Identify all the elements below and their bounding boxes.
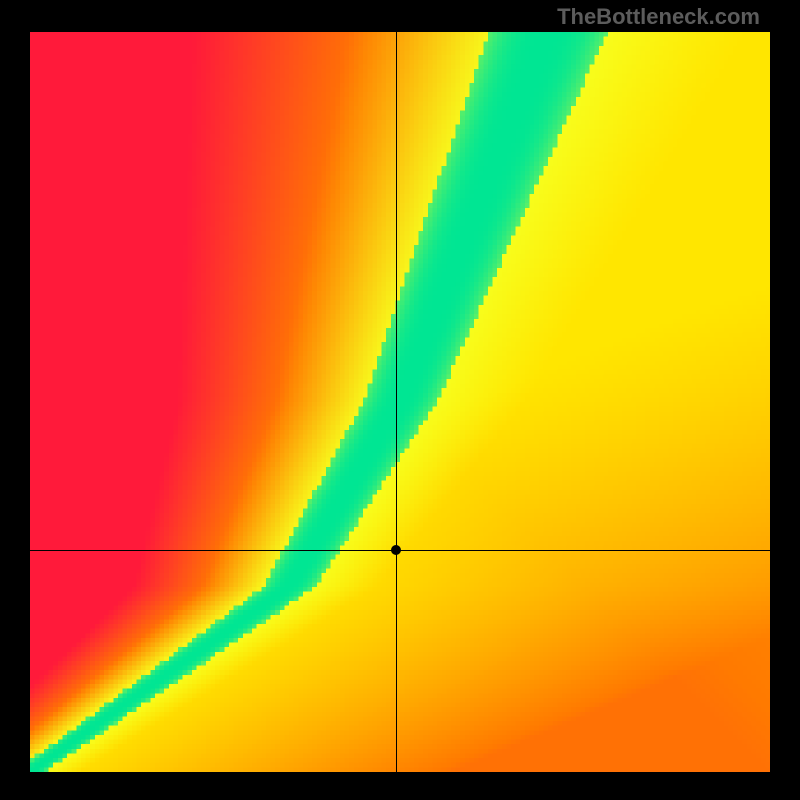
watermark-text: TheBottleneck.com <box>557 4 760 30</box>
crosshair-vertical <box>396 32 397 772</box>
bottleneck-heatmap <box>30 32 770 772</box>
chart-container: { "watermark": { "text": "TheBottleneck.… <box>0 0 800 800</box>
